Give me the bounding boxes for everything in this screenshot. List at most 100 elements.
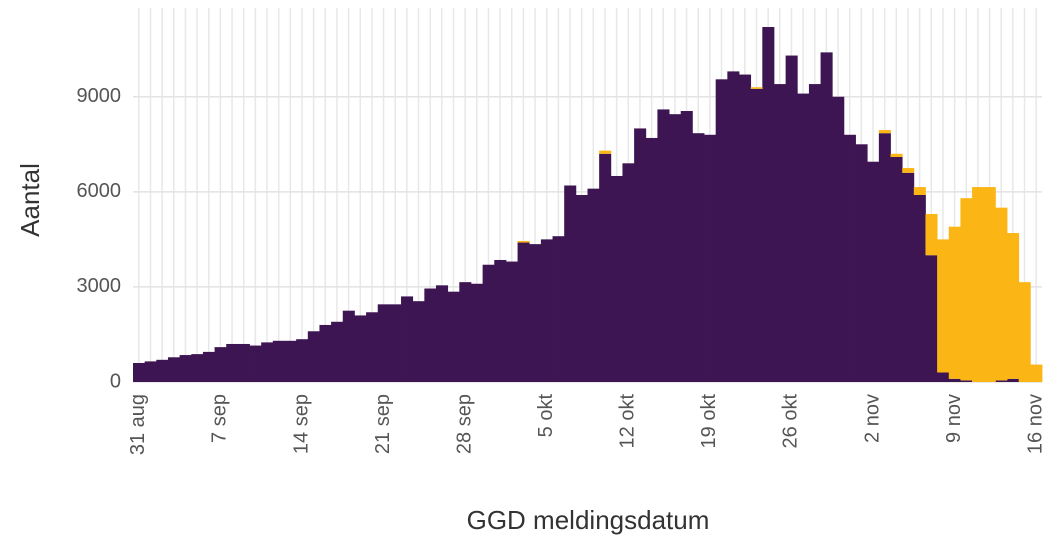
x-tick-label: 7 sep [209, 394, 231, 443]
bar-segment [214, 347, 227, 382]
bar-segment [587, 188, 600, 382]
bar-segment [436, 285, 449, 382]
y-axis-title: Aantal [15, 163, 45, 237]
x-tick-label: 14 sep [290, 394, 312, 454]
bar-segment [878, 133, 891, 382]
x-axis-title: GGD meldingsdatum [467, 505, 710, 535]
x-tick-label: 26 okt [780, 394, 802, 449]
bar-segment [552, 236, 565, 382]
bar-segment [890, 156, 903, 382]
x-tick-label: 21 sep [372, 394, 394, 454]
bar-segment [762, 27, 775, 383]
y-tick-label: 9000 [77, 85, 122, 107]
bar-segment [505, 261, 518, 382]
y-tick-label: 3000 [77, 275, 122, 297]
bar-segment [610, 175, 623, 382]
bar-segment [261, 342, 274, 382]
bar-segment [867, 161, 880, 382]
bar-segment [319, 324, 332, 382]
bar-segment [482, 264, 495, 382]
bar-segment [517, 242, 530, 382]
bar-segment [902, 168, 915, 173]
bar-segment [540, 239, 553, 382]
bar-segment [820, 52, 833, 382]
bar-segment [657, 109, 670, 382]
bar-segment [412, 301, 425, 382]
bar-segment [202, 351, 215, 382]
bar-segment [459, 282, 472, 382]
bar-segment [972, 187, 985, 382]
bar-segment [366, 312, 379, 382]
bar-segment [156, 359, 169, 382]
bar-segment [913, 195, 926, 382]
x-tick-label: 16 nov [1024, 394, 1046, 454]
bar-segment [249, 345, 262, 382]
bar-segment [564, 185, 577, 382]
bar-segment [331, 321, 344, 382]
bar-segment [680, 111, 693, 382]
bar-segment [447, 291, 460, 382]
bar-segment [622, 163, 635, 382]
y-tick-label: 0 [110, 370, 121, 392]
bar-segment [669, 114, 682, 382]
bar-segment [960, 198, 973, 381]
bar-segment [599, 150, 612, 154]
bar-segment [354, 315, 367, 382]
x-tick-label: 5 okt [535, 394, 557, 438]
bar-segment [296, 339, 309, 382]
bar-segment [937, 239, 950, 373]
bar-segment [401, 296, 414, 382]
x-tick-label: 9 nov [943, 394, 965, 443]
bar-segment [855, 144, 868, 382]
bar-segment [727, 71, 740, 382]
bar-segment [948, 226, 961, 379]
y-tick-label: 6000 [77, 180, 122, 202]
x-tick-label: 28 sep [453, 394, 475, 454]
bar-segment [342, 310, 355, 382]
bar-segment [133, 362, 146, 382]
bar-segment [773, 84, 787, 382]
bar-segment [144, 361, 157, 382]
bar-segment [797, 93, 810, 383]
bar-segment [424, 288, 437, 382]
bar-segment [237, 343, 250, 382]
bar-segment [226, 343, 239, 382]
bar-segment [1007, 378, 1020, 382]
bar-segment [1030, 364, 1043, 382]
bar-segment [808, 84, 821, 382]
bar-segment [995, 207, 1008, 381]
bar-segment [517, 240, 530, 243]
bar-segment [389, 304, 402, 382]
bar-segment [902, 172, 915, 382]
bar-segment [750, 87, 763, 89]
x-tick-label: 12 okt [617, 394, 639, 449]
bar-segment [832, 96, 845, 383]
bar-segment [575, 195, 588, 382]
x-tick-label: 31 aug [127, 394, 149, 455]
bar-segment [272, 340, 285, 382]
bar-segment [878, 130, 891, 134]
bar-segment [843, 134, 856, 382]
bar-segment [692, 133, 705, 382]
bar-segment [494, 259, 507, 382]
x-tick-label: 2 nov [861, 394, 883, 443]
bar-segment [599, 153, 612, 382]
bar-segment [750, 88, 763, 383]
bar-segment [913, 187, 926, 195]
bar-segment [925, 255, 938, 382]
bar-segment [960, 380, 973, 382]
bar-segment [715, 79, 728, 382]
bar-segment [529, 244, 542, 382]
bar-segment [948, 378, 961, 382]
bar-segment [937, 372, 950, 382]
bar-segment [167, 357, 181, 382]
bar-segment [634, 128, 647, 382]
bar-segment [983, 187, 996, 382]
bar-segment [1007, 233, 1020, 379]
x-tick-label: 19 okt [698, 394, 720, 449]
bar-segment [284, 340, 297, 382]
bar-segment [645, 137, 658, 382]
bar-segment [470, 283, 484, 382]
bar-segment [704, 134, 717, 382]
